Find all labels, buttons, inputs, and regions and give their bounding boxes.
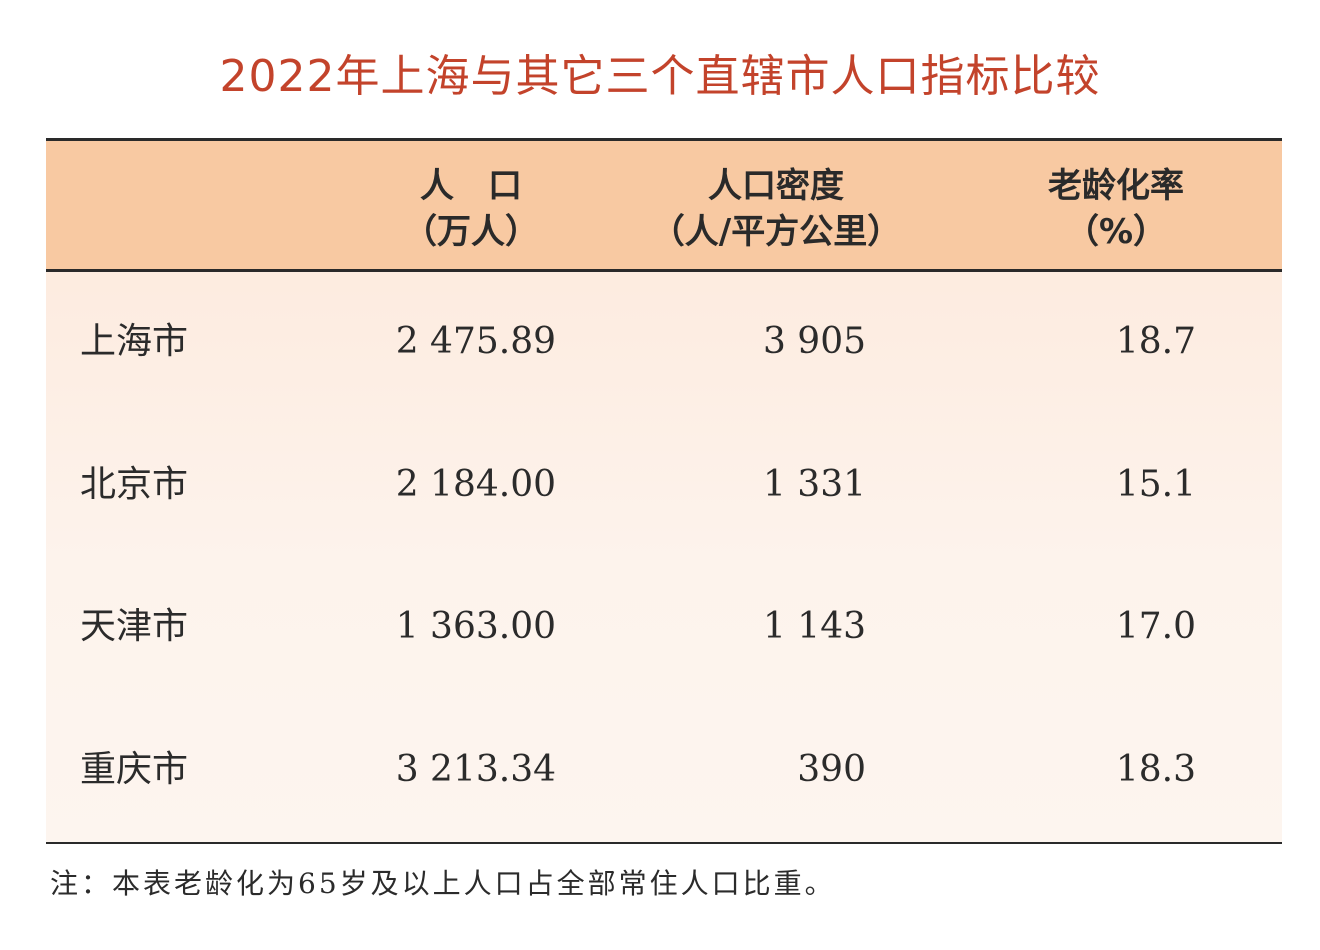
header-density-unit: （人/平方公里） [650, 212, 902, 252]
top-rule [46, 138, 1282, 141]
cell-population: 3 213.34 [395, 749, 556, 790]
table-note: 注：本表老龄化为65岁及以上人口占全部常住人口比重。 [50, 867, 836, 900]
data-table: 人 口 （万人） 人口密度 （人/平方公里） 老龄化率 （%） 上海市 2 47… [46, 138, 1282, 844]
header-aging-label: 老龄化率 [1048, 166, 1184, 206]
cell-aging: 18.7 [1115, 321, 1196, 362]
cell-population: 2 475.89 [395, 321, 556, 362]
table-row-beijing: 北京市 2 184.00 1 331 15.1 [46, 455, 1282, 515]
cell-population: 2 184.00 [395, 464, 556, 505]
table-row-tianjin: 天津市 1 363.00 1 143 17.0 [46, 597, 1282, 657]
cell-density: 390 [797, 749, 866, 790]
cell-aging: 17.0 [1115, 606, 1196, 647]
table-row-chongqing: 重庆市 3 213.34 390 18.3 [46, 740, 1282, 800]
header-density-label: 人口密度 [708, 166, 844, 206]
cell-city: 上海市 [80, 321, 189, 362]
cell-aging: 15.1 [1115, 464, 1196, 505]
table-row-shanghai: 上海市 2 475.89 3 905 18.7 [46, 312, 1282, 372]
cell-city: 北京市 [80, 464, 189, 505]
header-rule [46, 269, 1282, 272]
header-population-unit: （万人） [403, 212, 539, 252]
table-header: 人 口 （万人） 人口密度 （人/平方公里） 老龄化率 （%） [46, 141, 1282, 269]
cell-density: 3 905 [762, 321, 866, 362]
header-aging: 老龄化率 （%） [1006, 163, 1226, 255]
bottom-rule [46, 842, 1282, 844]
cell-city: 天津市 [80, 606, 189, 647]
chart-title: 2022年上海与其它三个直辖市人口指标比较 [219, 51, 1101, 102]
cell-city: 重庆市 [80, 749, 189, 790]
cell-density: 1 143 [762, 606, 866, 647]
cell-population: 1 363.00 [395, 606, 556, 647]
header-aging-unit: （%） [1064, 212, 1168, 252]
cell-density: 1 331 [762, 464, 866, 505]
header-population: 人 口 （万人） [346, 163, 596, 255]
cell-aging: 18.3 [1115, 749, 1196, 790]
header-density: 人口密度 （人/平方公里） [626, 163, 926, 255]
header-population-label: 人 口 [420, 166, 522, 206]
